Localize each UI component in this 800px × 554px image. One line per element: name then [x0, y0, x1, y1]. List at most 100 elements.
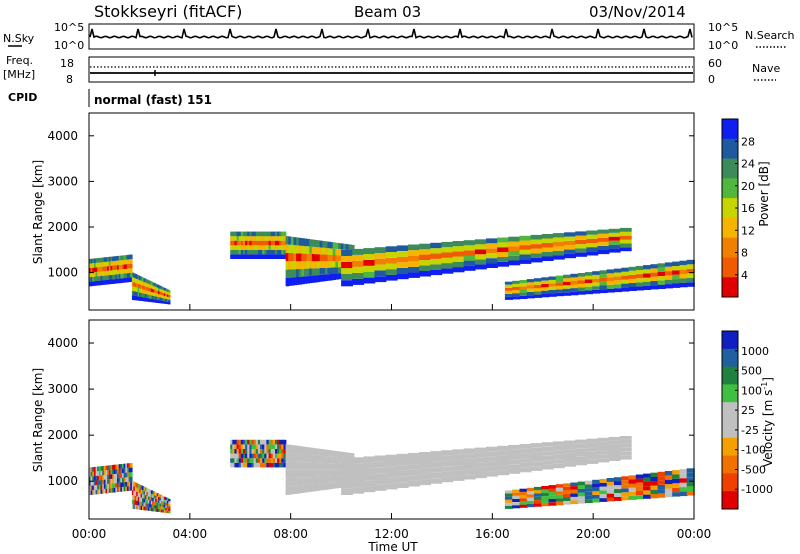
velocity-cell — [555, 487, 564, 492]
power-cell — [374, 247, 387, 253]
velocity-cell — [563, 494, 572, 498]
power-cell — [628, 270, 637, 275]
power-cell — [133, 291, 136, 296]
power-cell — [288, 253, 292, 262]
velocity-cell — [153, 491, 156, 496]
power-cell — [374, 253, 387, 259]
power-cell — [117, 265, 120, 270]
velocity-cell — [584, 491, 593, 496]
velocity-cell — [240, 458, 244, 463]
velocity-cell — [270, 462, 274, 468]
velocity-cell — [577, 492, 586, 497]
velocity-cell — [251, 462, 255, 468]
velocity-cell — [281, 453, 285, 459]
power-colorbar-label: Power [dB] — [757, 161, 771, 226]
velocity-cell — [152, 491, 155, 495]
power-cell — [234, 231, 238, 237]
power-cell — [279, 231, 283, 237]
velocity-cell — [306, 469, 310, 478]
velocity-ytick-label: 2000 — [47, 428, 78, 442]
power-cell — [147, 294, 151, 299]
power-cell — [322, 247, 326, 255]
velocity-cell — [89, 476, 92, 482]
power-cell — [262, 245, 266, 250]
xtick-label: 04:00 — [173, 527, 208, 541]
velocity-cell — [303, 469, 308, 478]
velocity-cell — [152, 508, 155, 512]
velocity-cell — [120, 464, 123, 469]
velocity-cell — [159, 500, 162, 504]
power-cell — [541, 234, 554, 239]
power-cell — [112, 256, 115, 262]
power-cell — [95, 281, 98, 286]
power-cell — [107, 266, 110, 271]
velocity-cell — [100, 466, 103, 471]
power-cell — [564, 253, 576, 259]
power-cell — [232, 245, 236, 250]
power-cell — [635, 278, 644, 283]
velocity-cell — [374, 467, 387, 474]
velocity-cell — [508, 469, 521, 474]
power-cell — [679, 274, 688, 279]
velocity-cell — [293, 485, 297, 494]
power-cell — [150, 288, 154, 292]
power-cell — [251, 245, 255, 250]
velocity-cell — [159, 506, 162, 510]
velocity-cell — [140, 485, 143, 490]
power-cell — [98, 276, 102, 281]
velocity-cell — [153, 508, 156, 512]
power-cell — [136, 296, 139, 301]
velocity-cell — [314, 484, 318, 492]
velocity-colorbar-swatch — [722, 420, 738, 439]
velocity-cell — [147, 503, 151, 508]
power-cell — [628, 287, 637, 291]
velocity-cell — [140, 501, 143, 506]
velocity-cell — [338, 469, 342, 476]
velocity-cell — [332, 463, 337, 470]
power-cell — [643, 273, 652, 278]
velocity-cell — [230, 453, 234, 459]
power-cell — [125, 277, 128, 283]
power-cell — [664, 279, 673, 284]
power-cell — [281, 249, 285, 255]
power-cell — [319, 247, 324, 255]
velocity-cell — [128, 481, 131, 487]
power-cell — [159, 285, 162, 289]
velocity-cell — [160, 501, 164, 504]
velocity-cell — [283, 453, 287, 459]
velocity-cell — [279, 439, 283, 445]
power-cell — [150, 292, 154, 296]
power-cell — [293, 253, 297, 262]
power-cell — [474, 249, 487, 255]
velocity-cell — [159, 509, 162, 513]
velocity-cell — [166, 505, 170, 509]
power-cell — [98, 280, 102, 286]
velocity-cell — [277, 462, 280, 468]
power-cell — [97, 262, 100, 268]
power-cell — [512, 293, 521, 297]
power-cell — [324, 267, 329, 275]
power-cell — [234, 240, 238, 246]
power-cell — [126, 264, 130, 269]
velocity-cell — [240, 453, 244, 459]
xtick-label: 16:00 — [475, 527, 510, 541]
velocity-cell — [155, 508, 158, 512]
power-cell — [298, 269, 303, 277]
power-cell — [290, 261, 295, 270]
power-cell — [126, 254, 130, 260]
power-cell — [249, 254, 253, 259]
power-cell — [160, 295, 164, 298]
velocity-cell — [341, 482, 353, 489]
power-cell — [341, 249, 353, 256]
power-cell — [95, 276, 98, 282]
velocity-cell — [317, 483, 321, 491]
power-cell — [264, 240, 268, 246]
velocity-cell — [137, 501, 140, 506]
velocity-cell — [162, 498, 165, 502]
power-cell — [352, 248, 365, 255]
power-cell — [298, 261, 303, 269]
velocity-cell — [408, 458, 420, 465]
velocity-cell — [247, 444, 251, 449]
